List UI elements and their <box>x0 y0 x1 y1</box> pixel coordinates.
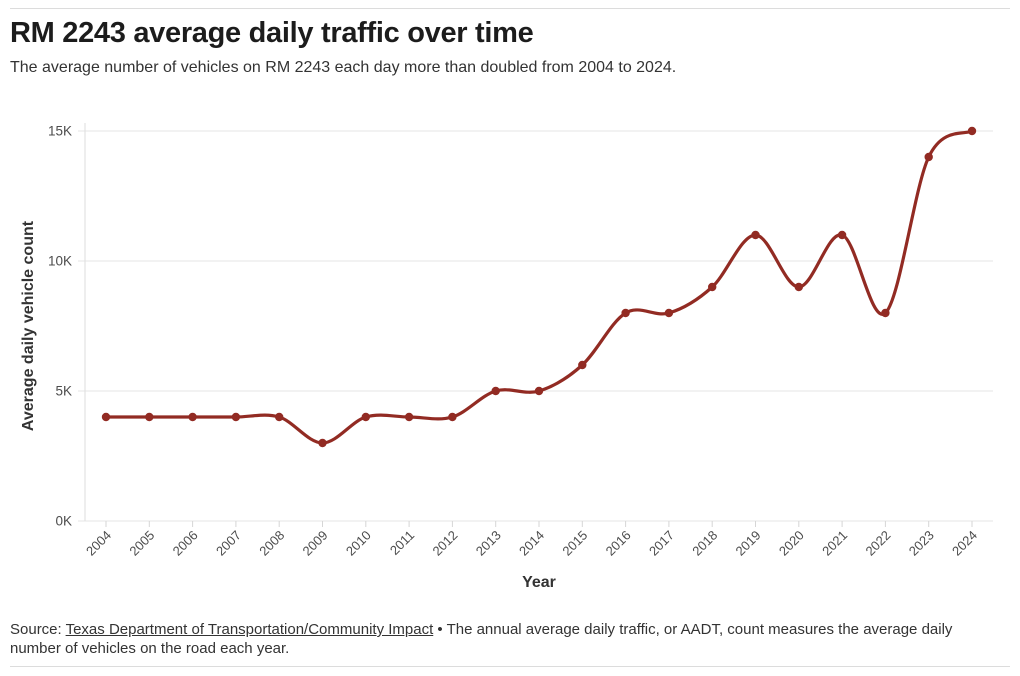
x-tick-label: 2018 <box>689 528 720 559</box>
x-tick-label: 2013 <box>473 528 504 559</box>
traffic-line-chart: 0K 5K 10K 15K 2004 2005 2006 2007 2008 2009 2010 20… <box>0 95 1020 610</box>
data-point <box>837 230 847 240</box>
data-point <box>491 386 500 396</box>
x-tick-label: 2020 <box>776 528 807 559</box>
line-chart-svg: 0K 5K 10K 15K 2004 2005 2006 2007 2008 2009 2010 20… <box>20 123 993 591</box>
data-line <box>104 129 974 445</box>
x-tick-label: 2005 <box>126 528 157 559</box>
y-tick-label: 10K <box>48 254 72 269</box>
data-point <box>101 412 111 422</box>
data-point <box>145 412 154 422</box>
x-tick-label: 2011 <box>387 528 417 558</box>
data-point <box>361 412 370 422</box>
x-tick-label: 2023 <box>906 528 937 559</box>
data-point <box>967 126 977 136</box>
x-tick-label: 2015 <box>559 528 590 559</box>
x-tick-label: 2016 <box>603 528 634 559</box>
source-note: Source: Texas Department of Transportati… <box>10 620 998 658</box>
data-point <box>881 308 890 318</box>
x-tick-label: 2019 <box>733 528 764 559</box>
data-point <box>794 282 803 292</box>
x-tick-label: 2004 <box>83 528 114 559</box>
data-point <box>231 412 241 422</box>
source-link[interactable]: Texas Department of Transportation/Commu… <box>65 621 434 638</box>
x-tick-label: 2024 <box>949 528 980 559</box>
chart-subtitle: The average number of vehicles on RM 224… <box>10 59 677 76</box>
chart-title: RM 2243 average daily traffic over time <box>10 17 534 49</box>
x-tick-label: 2006 <box>170 528 201 559</box>
data-point <box>578 360 587 370</box>
x-tick-label: 2017 <box>646 528 677 559</box>
data-point <box>318 438 327 448</box>
data-point <box>708 282 717 292</box>
source-separator: • <box>433 621 447 638</box>
y-tick-label: 15K <box>48 124 72 139</box>
data-point <box>664 308 674 318</box>
source-description: The annual average daily traffic, or AAD… <box>10 621 953 657</box>
data-point <box>404 412 414 422</box>
source-prefix: Source: <box>10 621 66 638</box>
x-tick-label: 2010 <box>343 528 374 559</box>
data-point <box>924 152 933 162</box>
top-divider <box>10 8 1010 9</box>
x-tick-label: 2021 <box>819 528 850 559</box>
x-axis-title: Year <box>522 574 556 591</box>
data-point <box>188 412 197 422</box>
bottom-divider <box>10 666 1010 667</box>
data-point <box>751 230 760 240</box>
y-axis-title: Average daily vehicle count <box>20 220 37 431</box>
data-point <box>275 412 284 422</box>
data-point <box>621 308 630 318</box>
x-tick-label: 2009 <box>300 528 331 559</box>
y-tick-label: 5K <box>55 384 72 399</box>
x-tick-label: 2014 <box>516 528 547 559</box>
x-tick-label: 2022 <box>862 528 893 559</box>
data-point <box>448 412 457 422</box>
x-tick-label: 2012 <box>429 528 460 559</box>
x-tick-label: 2007 <box>213 528 244 559</box>
x-tick-label: 2008 <box>256 528 287 559</box>
data-point <box>534 386 544 396</box>
y-tick-label: 0K <box>55 514 72 529</box>
